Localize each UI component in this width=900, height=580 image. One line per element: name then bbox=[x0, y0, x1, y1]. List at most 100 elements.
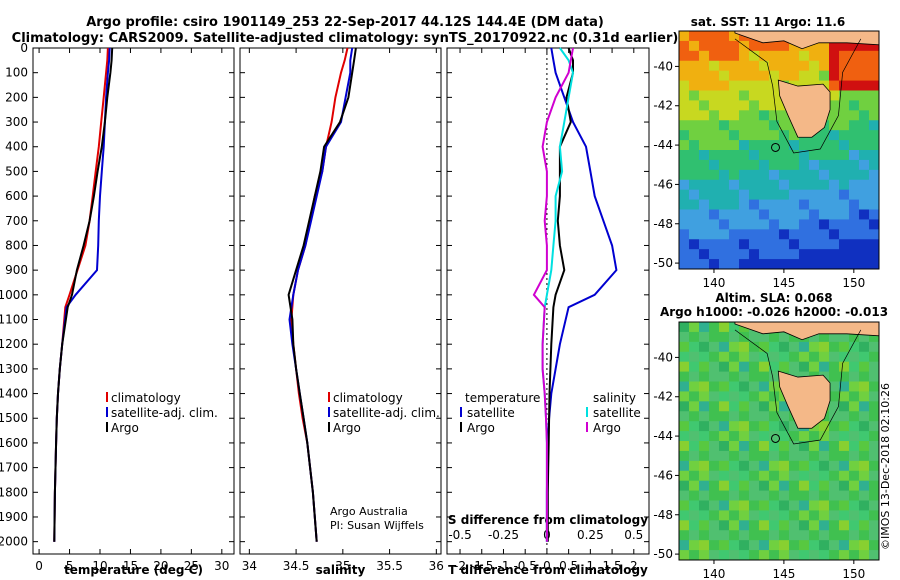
map-cell bbox=[769, 159, 780, 171]
map-cell bbox=[759, 120, 770, 131]
map-cell bbox=[869, 189, 880, 201]
map-cell bbox=[679, 130, 690, 141]
map-cell bbox=[759, 490, 770, 501]
map-cell bbox=[859, 229, 870, 240]
depth-tick-label: 800 bbox=[5, 238, 28, 252]
map-cell bbox=[839, 40, 850, 52]
map-cell bbox=[699, 331, 710, 343]
lon-tick-label: 145 bbox=[772, 276, 795, 290]
map-cell bbox=[749, 249, 760, 260]
map-cell bbox=[839, 381, 850, 392]
map-cell bbox=[749, 460, 760, 472]
map-cell bbox=[839, 179, 850, 191]
map-cell bbox=[729, 450, 740, 462]
map-cell bbox=[719, 239, 730, 250]
map-cell bbox=[719, 431, 730, 442]
map-cell bbox=[709, 391, 720, 402]
map-cell bbox=[719, 31, 730, 42]
map-cell bbox=[869, 130, 880, 141]
map-cell bbox=[859, 540, 870, 551]
map-cell bbox=[759, 110, 770, 121]
x-tick-label: 25 bbox=[184, 559, 199, 573]
map-cell bbox=[819, 50, 830, 62]
lon-tick-label: 140 bbox=[703, 567, 726, 580]
map-cell bbox=[699, 219, 710, 230]
map-cell bbox=[699, 199, 710, 210]
map-cell bbox=[769, 391, 780, 402]
map-cell bbox=[829, 249, 840, 260]
map-cell bbox=[749, 199, 760, 210]
map-cell bbox=[699, 431, 710, 442]
credit-line-2: PI: Susan Wijffels bbox=[330, 519, 424, 532]
legend-swatch-s-argo bbox=[586, 422, 588, 432]
map-cell bbox=[729, 130, 740, 141]
map-cell bbox=[869, 110, 880, 121]
argo-position-marker bbox=[771, 142, 781, 152]
map-cell bbox=[689, 169, 700, 181]
map-cell bbox=[789, 510, 800, 521]
map-cell bbox=[709, 322, 720, 333]
map-cell bbox=[849, 140, 860, 151]
map-cell bbox=[699, 401, 710, 412]
map-cell bbox=[839, 90, 850, 101]
map-cell bbox=[859, 120, 870, 131]
map-cell bbox=[859, 361, 870, 373]
map-cell bbox=[689, 179, 700, 191]
map-cell bbox=[719, 490, 730, 501]
map-cell bbox=[699, 391, 710, 402]
map-cell bbox=[719, 130, 730, 141]
map-cell bbox=[859, 431, 870, 442]
map-cell bbox=[709, 219, 720, 230]
series-line-argo bbox=[287, 47, 357, 542]
map-cell bbox=[839, 431, 850, 442]
map-cell bbox=[759, 540, 770, 551]
map-cell bbox=[869, 530, 880, 541]
map-cell bbox=[749, 431, 760, 442]
plot-frame bbox=[239, 47, 442, 555]
map-cell bbox=[739, 460, 750, 472]
map-cell bbox=[779, 510, 790, 521]
map-cell bbox=[689, 209, 700, 220]
map-cell bbox=[829, 70, 840, 82]
map-cell bbox=[749, 70, 760, 82]
lat-tick-label: -48 bbox=[653, 217, 673, 231]
map-cell bbox=[759, 130, 770, 141]
map-cell bbox=[759, 530, 770, 541]
map-cell bbox=[849, 189, 860, 201]
map-cell bbox=[819, 341, 830, 353]
map-cell bbox=[689, 431, 700, 442]
map-cell bbox=[749, 391, 760, 402]
map-cell bbox=[859, 381, 870, 392]
map-cell bbox=[689, 110, 700, 121]
map-cell bbox=[839, 100, 850, 111]
map-cell bbox=[859, 371, 870, 382]
map-cell bbox=[839, 50, 850, 62]
map-cell bbox=[869, 500, 880, 511]
map-cell bbox=[759, 60, 770, 72]
legend-swatch-argo bbox=[328, 422, 330, 432]
map-cell bbox=[829, 421, 840, 432]
map-cell bbox=[819, 40, 830, 52]
map-cell bbox=[719, 381, 730, 392]
map-cell bbox=[809, 219, 820, 230]
map-cell bbox=[729, 239, 740, 250]
map-cell bbox=[719, 140, 730, 151]
map-cell bbox=[689, 441, 700, 452]
map-cell bbox=[829, 60, 840, 72]
map-cell bbox=[849, 381, 860, 392]
map-cell bbox=[789, 490, 800, 501]
map-cell bbox=[829, 450, 840, 462]
map-cell bbox=[799, 550, 810, 561]
map-cell bbox=[809, 169, 820, 181]
title-line-1: Argo profile: csiro 1901149_253 22-Sep-2… bbox=[86, 15, 604, 30]
legend-temperature-heading: temperature bbox=[465, 391, 540, 405]
map-cell bbox=[869, 179, 880, 191]
map-cell bbox=[739, 209, 750, 220]
x-tick-label: 10 bbox=[92, 559, 107, 573]
map-cell bbox=[759, 500, 770, 511]
map-cell bbox=[719, 341, 730, 353]
map-cell bbox=[829, 460, 840, 472]
map-cell bbox=[789, 520, 800, 531]
map-cell bbox=[749, 550, 760, 561]
map-cell bbox=[809, 520, 820, 531]
